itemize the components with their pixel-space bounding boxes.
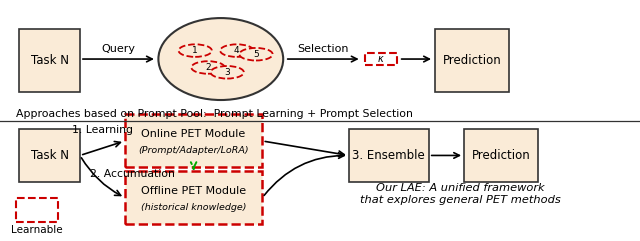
Text: 3: 3 [225, 68, 230, 77]
Circle shape [211, 66, 244, 79]
Text: 4: 4 [234, 46, 239, 55]
Text: (Prompt/Adapter/LoRA): (Prompt/Adapter/LoRA) [138, 146, 249, 155]
Text: Prediction: Prediction [443, 54, 501, 67]
FancyBboxPatch shape [464, 129, 538, 182]
Ellipse shape [158, 18, 283, 100]
Text: Our LAE: A unified framework
that explores general PET methods: Our LAE: A unified framework that explor… [360, 183, 561, 205]
Circle shape [239, 48, 273, 60]
FancyBboxPatch shape [125, 171, 262, 224]
Text: (historical knowledge): (historical knowledge) [141, 203, 246, 212]
Text: 3. Ensemble: 3. Ensemble [353, 149, 425, 162]
Text: Task N: Task N [31, 54, 68, 67]
FancyBboxPatch shape [349, 129, 429, 182]
FancyBboxPatch shape [365, 53, 397, 65]
Text: 2: 2 [205, 63, 211, 72]
FancyBboxPatch shape [435, 29, 509, 92]
Text: 1: 1 [193, 46, 198, 55]
Text: 5: 5 [253, 50, 259, 59]
Text: Offline PET Module: Offline PET Module [141, 186, 246, 196]
FancyBboxPatch shape [16, 198, 58, 222]
Text: Task N: Task N [31, 149, 68, 162]
Text: 2. Accumuation: 2. Accumuation [90, 169, 175, 179]
Text: Selection: Selection [298, 44, 349, 54]
Text: Query: Query [101, 44, 136, 54]
FancyBboxPatch shape [125, 114, 262, 167]
Circle shape [179, 44, 212, 57]
Text: 1. Learning: 1. Learning [72, 125, 133, 135]
FancyBboxPatch shape [19, 29, 80, 92]
Text: Online PET Module: Online PET Module [141, 129, 246, 139]
Text: Learnable: Learnable [11, 225, 62, 235]
FancyBboxPatch shape [19, 129, 80, 182]
Text: Approaches based on Prompt Pool:  Prompt Learning + Prompt Selection: Approaches based on Prompt Pool: Prompt … [16, 109, 413, 120]
Text: κ: κ [378, 54, 383, 64]
Circle shape [191, 61, 225, 74]
Circle shape [220, 44, 253, 57]
Text: Prediction: Prediction [472, 149, 530, 162]
